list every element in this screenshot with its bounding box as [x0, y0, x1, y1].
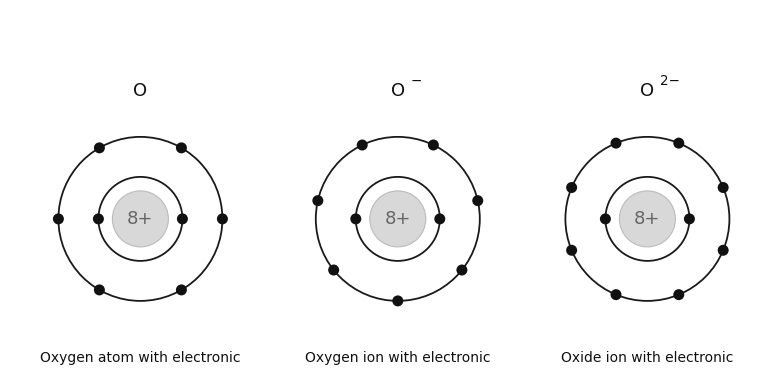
Circle shape [566, 245, 577, 256]
Text: 2−: 2− [661, 74, 680, 88]
Circle shape [94, 285, 105, 295]
Circle shape [370, 191, 426, 247]
Circle shape [176, 142, 187, 153]
Text: Oxide ion with electronic: Oxide ion with electronic [562, 351, 733, 365]
Circle shape [600, 213, 611, 224]
Circle shape [566, 182, 577, 193]
Circle shape [328, 265, 339, 276]
Circle shape [112, 191, 168, 247]
Text: −: − [411, 74, 422, 88]
Circle shape [611, 289, 622, 300]
Circle shape [673, 138, 684, 149]
Text: O: O [640, 82, 654, 100]
Circle shape [456, 265, 467, 276]
Circle shape [217, 213, 228, 224]
Circle shape [176, 285, 187, 295]
Text: O: O [391, 82, 405, 100]
Text: Oxygen ion with electronic: Oxygen ion with electronic [305, 351, 491, 365]
Circle shape [93, 213, 104, 224]
Circle shape [356, 139, 367, 151]
Circle shape [718, 182, 729, 193]
Circle shape [611, 138, 622, 149]
Text: 8+: 8+ [385, 210, 411, 228]
Circle shape [428, 139, 439, 151]
Circle shape [684, 213, 695, 224]
Circle shape [94, 142, 105, 153]
Circle shape [350, 213, 361, 224]
Text: 8+: 8+ [127, 210, 154, 228]
Circle shape [673, 289, 684, 300]
Text: O: O [133, 82, 147, 100]
Circle shape [312, 195, 324, 206]
Text: 8+: 8+ [634, 210, 661, 228]
Text: Oxygen atom with electronic: Oxygen atom with electronic [40, 351, 241, 365]
Circle shape [718, 245, 729, 256]
Circle shape [53, 213, 64, 224]
Circle shape [177, 213, 188, 224]
Circle shape [619, 191, 675, 247]
Circle shape [392, 295, 403, 306]
Circle shape [434, 213, 445, 224]
Circle shape [472, 195, 484, 206]
